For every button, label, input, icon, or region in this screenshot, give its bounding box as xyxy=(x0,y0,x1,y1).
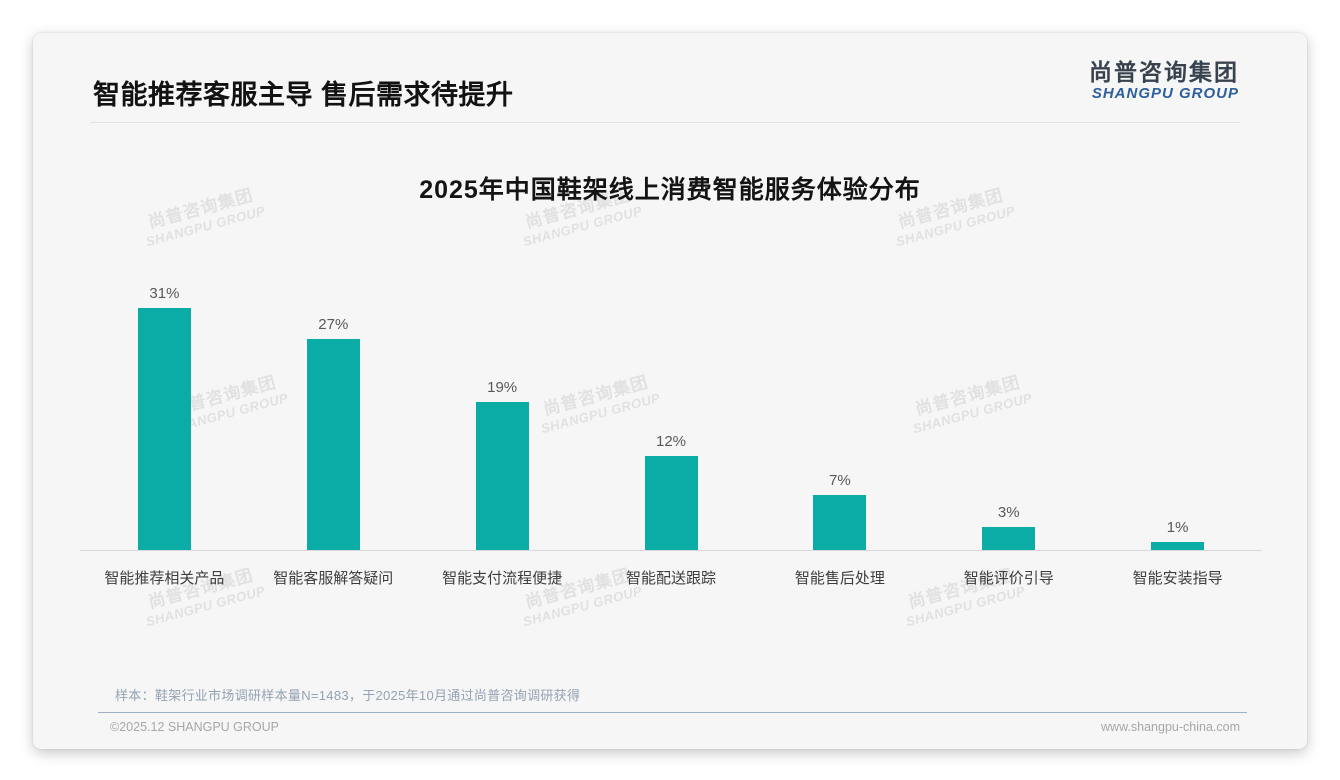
bar-value-label: 19% xyxy=(487,378,518,396)
bar xyxy=(644,456,698,550)
chart-column: 12% xyxy=(587,281,756,550)
bar xyxy=(475,401,529,550)
website-url: www.shangpu-china.com xyxy=(1101,720,1240,734)
copyright-text: ©2025.12 SHANGPU GROUP xyxy=(110,720,279,734)
bar xyxy=(813,495,867,550)
chart-column: 19% xyxy=(418,281,587,550)
sample-footnote: 样本：鞋架行业市场调研样本量N=1483，于2025年10月通过尚普咨询调研获得 xyxy=(115,688,581,703)
chart-column: 27% xyxy=(249,281,418,550)
chart-title: 2025年中国鞋架线上消费智能服务体验分布 xyxy=(419,176,921,204)
bar-value-label: 3% xyxy=(997,503,1020,521)
bar-chart-plot-area: 31% 27% 19% 12% 7% 3% 1% xyxy=(80,281,1262,551)
company-logo: 尚普咨询集团 SHANGPU GROUP xyxy=(1089,59,1239,103)
chart-column: 1% xyxy=(1093,281,1262,550)
logo-chinese-text: 尚普咨询集团 xyxy=(1089,59,1239,85)
category-label: 智能支付流程便捷 xyxy=(442,570,563,587)
chart-column: 31% xyxy=(80,281,249,550)
chart-column: 7% xyxy=(755,281,924,550)
slide-card: 智能推荐客服主导 售后需求待提升 尚普咨询集团 SHANGPU GROUP 尚普… xyxy=(33,33,1307,749)
bar xyxy=(306,339,360,550)
category-label: 智能配送跟踪 xyxy=(626,570,717,587)
category-label: 智能推荐相关产品 xyxy=(104,570,225,587)
bar xyxy=(1151,542,1205,550)
bar-value-label: 27% xyxy=(318,316,349,334)
bar xyxy=(982,526,1036,550)
category-label: 智能客服解答疑问 xyxy=(273,570,394,587)
bar-value-label: 1% xyxy=(1166,519,1189,537)
footer-divider xyxy=(98,712,1247,713)
watermark-en: SHANGPU GROUP xyxy=(521,203,644,250)
logo-english-text: SHANGPU GROUP xyxy=(1091,85,1239,103)
bar-value-label: 12% xyxy=(655,433,687,451)
header-divider xyxy=(90,122,1240,123)
category-label: 智能评价引导 xyxy=(963,570,1054,587)
category-label: 智能安装指导 xyxy=(1132,570,1223,587)
watermark-en: SHANGPU GROUP xyxy=(894,203,1017,250)
category-labels-row: 智能推荐相关产品 智能客服解答疑问 智能支付流程便捷 智能配送跟踪 智能售后处理 智能评价… xyxy=(80,567,1262,588)
chart-column: 3% xyxy=(924,281,1093,550)
bar xyxy=(137,308,191,550)
page-title: 智能推荐客服主导 售后需求待提升 xyxy=(93,80,514,110)
bar-value-label: 7% xyxy=(829,472,851,490)
watermark-en: SHANGPU GROUP xyxy=(144,203,267,250)
category-label: 智能售后处理 xyxy=(794,570,885,587)
bar-value-label: 31% xyxy=(149,285,180,303)
